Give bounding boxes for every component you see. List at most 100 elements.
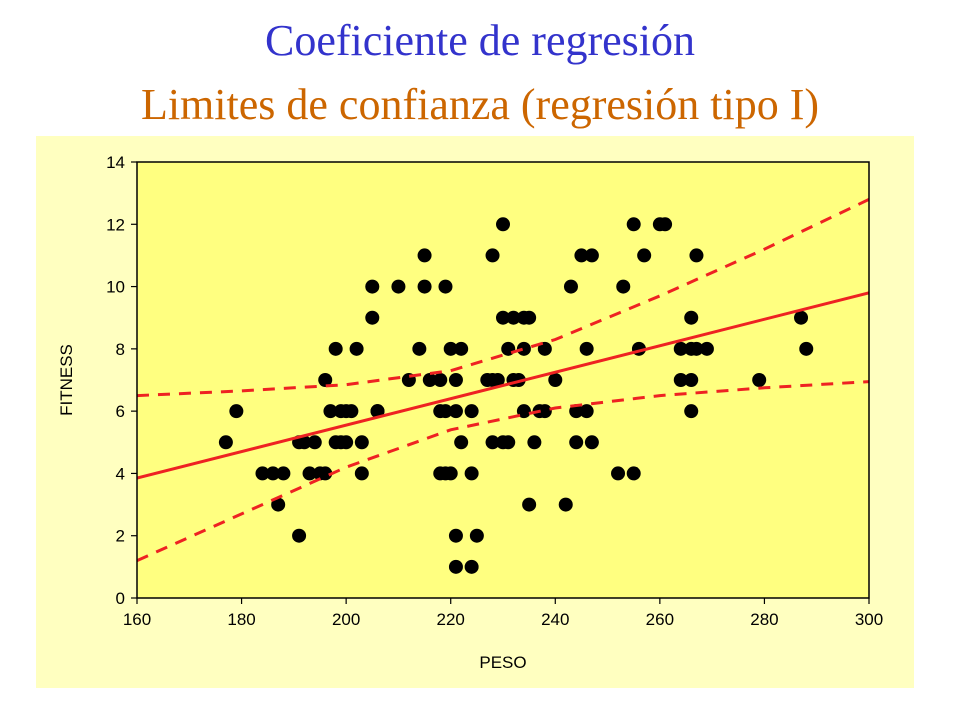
x-tick-label: 180 (227, 610, 255, 629)
data-point (464, 404, 479, 419)
x-tick-label: 160 (123, 610, 151, 629)
data-point (365, 279, 380, 294)
data-points (218, 217, 814, 574)
data-point (307, 435, 322, 450)
data-point (438, 404, 453, 419)
data-point (569, 435, 584, 450)
data-point (302, 466, 317, 481)
data-point (354, 435, 369, 450)
data-point (448, 373, 463, 387)
data-point (673, 373, 688, 387)
data-point (490, 373, 505, 387)
data-point (579, 404, 594, 419)
data-point (584, 248, 599, 263)
y-tick-label: 10 (106, 278, 125, 297)
data-point (438, 279, 453, 294)
data-point (328, 341, 343, 356)
data-point (344, 404, 359, 419)
data-point (454, 435, 469, 450)
data-point (689, 248, 704, 263)
data-point (684, 373, 699, 387)
data-point (506, 310, 521, 325)
x-tick-label: 280 (750, 610, 778, 629)
data-point (501, 341, 516, 356)
data-point (626, 217, 641, 232)
confidence-limit-lower (137, 380, 869, 562)
x-tick-label: 260 (646, 610, 674, 629)
data-point (684, 404, 699, 419)
data-point (422, 373, 437, 387)
x-tick-label: 220 (437, 610, 465, 629)
slide-title: Coeficiente de regresión (264, 16, 696, 65)
data-point (255, 466, 270, 481)
data-point (464, 466, 479, 481)
data-point (799, 341, 814, 356)
data-point (448, 559, 463, 574)
confidence-limit-upper (137, 198, 869, 398)
data-point (354, 466, 369, 481)
data-point (339, 435, 354, 450)
data-point (611, 466, 626, 481)
data-point (699, 341, 714, 356)
data-point (443, 466, 458, 481)
data-point (323, 404, 338, 419)
data-point (626, 466, 641, 481)
data-point (569, 404, 584, 419)
data-point (522, 310, 537, 325)
data-point (318, 466, 333, 481)
y-tick-label: 0 (116, 589, 125, 608)
data-point (496, 217, 510, 232)
data-point (464, 559, 479, 574)
data-point (365, 310, 380, 325)
data-point (485, 435, 500, 450)
plot-frame (136, 161, 870, 599)
data-point (527, 435, 542, 450)
x-tick-label: 200 (332, 610, 360, 629)
data-point (349, 341, 364, 356)
data-point (522, 497, 537, 512)
y-axis: 0 2 4 6 8 10 12 14 (106, 153, 137, 608)
y-tick-label: 4 (116, 464, 125, 483)
regression-lines (137, 198, 869, 562)
data-point (218, 435, 233, 450)
data-point (584, 435, 599, 450)
regression-line (137, 291, 869, 480)
data-point (496, 310, 510, 325)
y-tick-label: 12 (106, 215, 125, 234)
data-point (684, 310, 699, 325)
y-tick-label: 6 (116, 402, 125, 421)
data-point (318, 373, 333, 387)
data-point (548, 373, 563, 387)
data-point (516, 341, 531, 356)
data-point (370, 404, 385, 419)
data-point (689, 341, 704, 356)
data-point (229, 404, 244, 419)
x-tick-label: 240 (541, 610, 569, 629)
data-point (271, 497, 286, 512)
data-point (443, 341, 458, 356)
data-point (658, 217, 673, 232)
y-axis-label: FITNESS (57, 344, 76, 416)
data-point (752, 373, 767, 387)
y-tick-label: 2 (116, 527, 125, 546)
data-point (501, 435, 516, 450)
data-point (537, 404, 552, 419)
data-point (448, 404, 463, 419)
data-point (391, 279, 406, 294)
data-point (469, 528, 484, 543)
x-tick-label: 300 (855, 610, 883, 629)
data-point (794, 310, 809, 325)
x-axis: 160 180 200 220 240 260 280 300 (123, 598, 883, 629)
data-point (563, 279, 578, 294)
data-point (412, 341, 427, 356)
data-point (485, 248, 500, 263)
y-tick-label: 8 (116, 340, 125, 359)
data-point (276, 466, 291, 481)
data-point (537, 341, 552, 356)
data-point (448, 528, 463, 543)
slide-subtitle: Limites de confianza (regresión tipo I) (140, 80, 820, 129)
y-tick-label: 14 (106, 153, 125, 172)
data-point (265, 466, 280, 481)
data-point (297, 435, 312, 450)
